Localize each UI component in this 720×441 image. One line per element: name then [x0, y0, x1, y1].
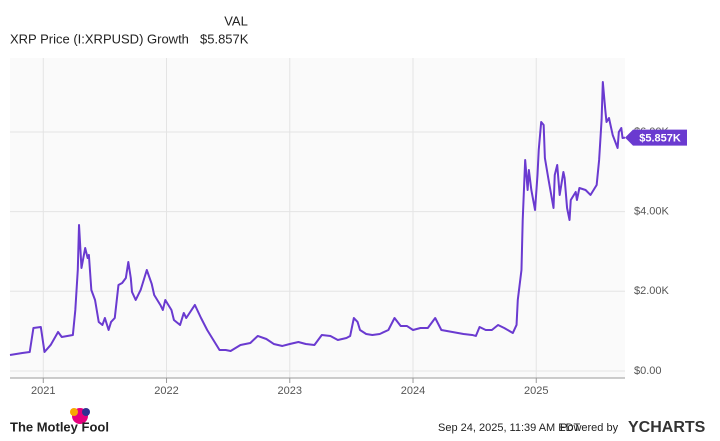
y-tick-label: $4.00K — [634, 206, 670, 218]
x-tick-label: 2025 — [524, 385, 548, 397]
plot-background — [10, 58, 625, 378]
motley-fool-logo — [70, 408, 90, 424]
provider: YCHARTS — [628, 419, 706, 436]
timestamp: Sep 24, 2025, 11:39 AM EDT — [438, 422, 581, 434]
x-tick-label: 2021 — [31, 385, 55, 397]
x-tick-label: 2022 — [154, 385, 178, 397]
value-header: VAL — [224, 13, 248, 28]
y-tick-label: $0.00 — [634, 365, 662, 377]
value-tag-shape — [625, 129, 687, 146]
powered-by: Powered by — [560, 422, 619, 434]
series-name: XRP Price (I:XRPUSD) Growth — [10, 31, 189, 46]
y-tick-label: $2.00K — [634, 285, 670, 297]
header-value: $5.857K — [200, 31, 249, 46]
brand: The Motley Fool — [10, 419, 109, 434]
series-line — [9, 80, 626, 356]
value-tag-label: $5.857K — [639, 133, 681, 145]
value-tag: $5.857K — [625, 129, 687, 146]
x-tick-label: 2023 — [278, 385, 302, 397]
x-tick-label: 2024 — [401, 385, 425, 397]
